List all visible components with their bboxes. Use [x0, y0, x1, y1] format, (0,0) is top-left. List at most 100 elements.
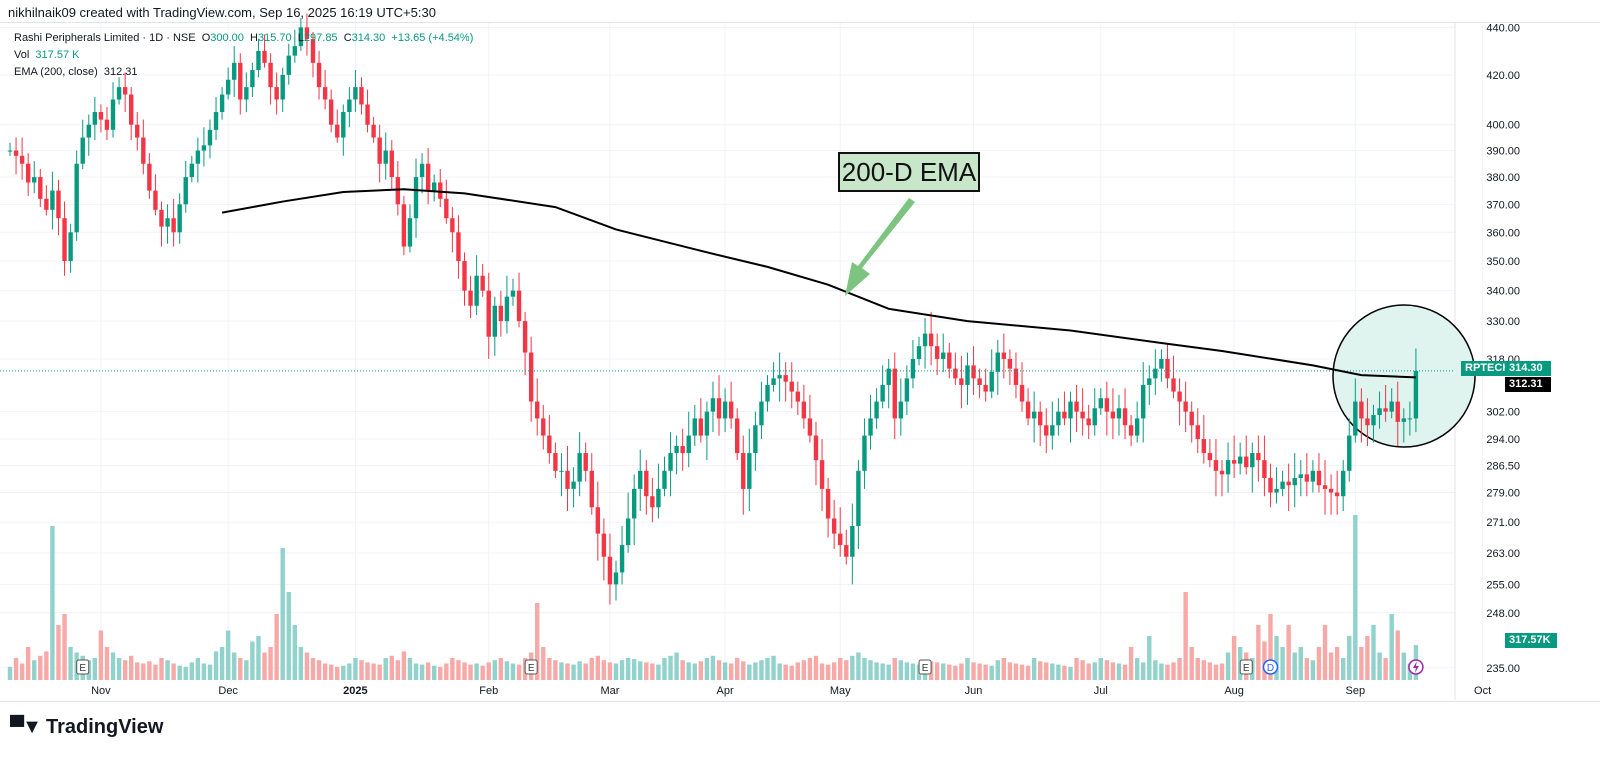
- volume-bar: [371, 663, 376, 680]
- volume-tag: 317.57K: [1505, 633, 1557, 648]
- candle-body: [813, 435, 819, 461]
- volume-bar: [656, 664, 661, 680]
- volume-bar: [19, 663, 25, 680]
- candle-body: [1068, 401, 1073, 419]
- volume-bar: [759, 660, 764, 680]
- candle-body: [910, 358, 916, 379]
- volume-bar: [577, 661, 582, 680]
- volume-bar: [1310, 660, 1316, 680]
- volume-bar: [38, 655, 43, 680]
- candle-body: [116, 87, 122, 100]
- volume-bar: [56, 625, 61, 680]
- volume-bar: [862, 658, 867, 680]
- candle-body: [244, 87, 249, 100]
- candle-body: [316, 62, 322, 88]
- ema-label: EMA (200, close): [14, 66, 98, 78]
- volume-bar: [819, 663, 825, 680]
- volume-bar: [571, 664, 576, 680]
- candle-body: [1316, 470, 1322, 486]
- volume-bar: [328, 664, 334, 680]
- volume-bar: [450, 658, 455, 680]
- volume-bar: [910, 663, 916, 680]
- volume-bar: [535, 603, 540, 680]
- volume-bar: [250, 641, 255, 680]
- x-tick-label: Mar: [600, 685, 619, 697]
- y-tick-label: 271.00: [1486, 517, 1520, 529]
- volume-bar: [1341, 658, 1346, 680]
- candle-body: [886, 368, 891, 385]
- candle-body: [516, 290, 522, 322]
- volume-bar: [135, 662, 140, 680]
- volume-bar: [789, 665, 794, 680]
- candle-body: [880, 384, 885, 402]
- candle-body: [262, 50, 267, 63]
- candle-body: [1413, 370, 1419, 419]
- credit-line: nikhilnaik09 created with TradingView.co…: [8, 5, 436, 20]
- volume-bar: [1013, 663, 1019, 680]
- earnings-event-label: E: [1243, 663, 1250, 674]
- candle-body: [1086, 418, 1091, 426]
- tradingview-logo[interactable]: ▀▼ TradingView: [10, 716, 163, 739]
- volume-bar: [747, 664, 752, 680]
- candle-body: [1383, 408, 1388, 412]
- volume-bar: [1371, 625, 1376, 680]
- volume-bar: [965, 658, 970, 680]
- x-tick-label: Nov: [91, 685, 111, 697]
- high-value: 315.70: [258, 32, 292, 44]
- volume-bar: [292, 625, 298, 680]
- legend-volume-row[interactable]: Vol 317.57 K: [14, 47, 473, 64]
- y-tick-label: 302.00: [1486, 407, 1520, 419]
- volume-bar: [547, 658, 552, 680]
- volume-bar: [1322, 625, 1328, 680]
- volume-bar: [110, 652, 116, 680]
- candle-body: [728, 401, 734, 419]
- candle-body: [953, 368, 958, 379]
- candle-body: [1341, 470, 1346, 497]
- candle-body: [347, 99, 352, 113]
- volume-bar: [941, 663, 946, 680]
- candle-body: [80, 137, 85, 164]
- candle-body: [692, 418, 697, 436]
- ema-annotation-label[interactable]: 200-D EMA: [838, 152, 980, 192]
- volume-bar: [1001, 658, 1007, 680]
- volume-bar: [1262, 641, 1267, 680]
- candle-body: [947, 352, 952, 369]
- volume-bar: [1280, 647, 1285, 680]
- volume-bar: [844, 660, 849, 680]
- candle-body: [941, 352, 946, 359]
- candle-body: [892, 368, 897, 419]
- y-tick-label: 294.00: [1486, 434, 1520, 446]
- volume-bar: [1328, 652, 1334, 680]
- volume-bar: [704, 658, 710, 680]
- candle-body: [322, 87, 328, 100]
- y-tick-label: 263.00: [1486, 548, 1520, 560]
- volume-bar: [298, 647, 304, 680]
- volume-bar: [1098, 658, 1103, 680]
- candle-body: [153, 190, 158, 210]
- y-tick-label: 330.00: [1486, 316, 1520, 328]
- volume-bar: [1122, 664, 1128, 680]
- symbol-info[interactable]: Rashi Peripherals Limited · 1D · NSE: [14, 32, 196, 44]
- candle-body: [165, 218, 170, 227]
- volume-bar: [831, 662, 837, 680]
- volume-bar: [856, 652, 861, 680]
- volume-bar: [625, 658, 631, 680]
- volume-bar: [904, 662, 910, 680]
- candle-body: [838, 533, 843, 546]
- candle-body: [1044, 425, 1049, 436]
- candle-body: [601, 533, 607, 557]
- volume-bar: [795, 662, 800, 680]
- candle-body: [1116, 408, 1122, 419]
- legend-ema-row[interactable]: EMA (200, close) 312.31: [14, 64, 473, 81]
- volume-bar: [1304, 658, 1310, 680]
- candle-body: [68, 232, 73, 262]
- candle-body: [510, 290, 516, 297]
- candle-body: [722, 401, 728, 419]
- x-tick-label: Feb: [479, 685, 498, 697]
- volume-bar: [1365, 636, 1370, 680]
- volume-bar: [68, 647, 73, 680]
- candle-body: [995, 352, 1000, 372]
- legend: Rashi Peripherals Limited · 1D · NSE O30…: [14, 30, 473, 81]
- candle-body: [13, 150, 19, 156]
